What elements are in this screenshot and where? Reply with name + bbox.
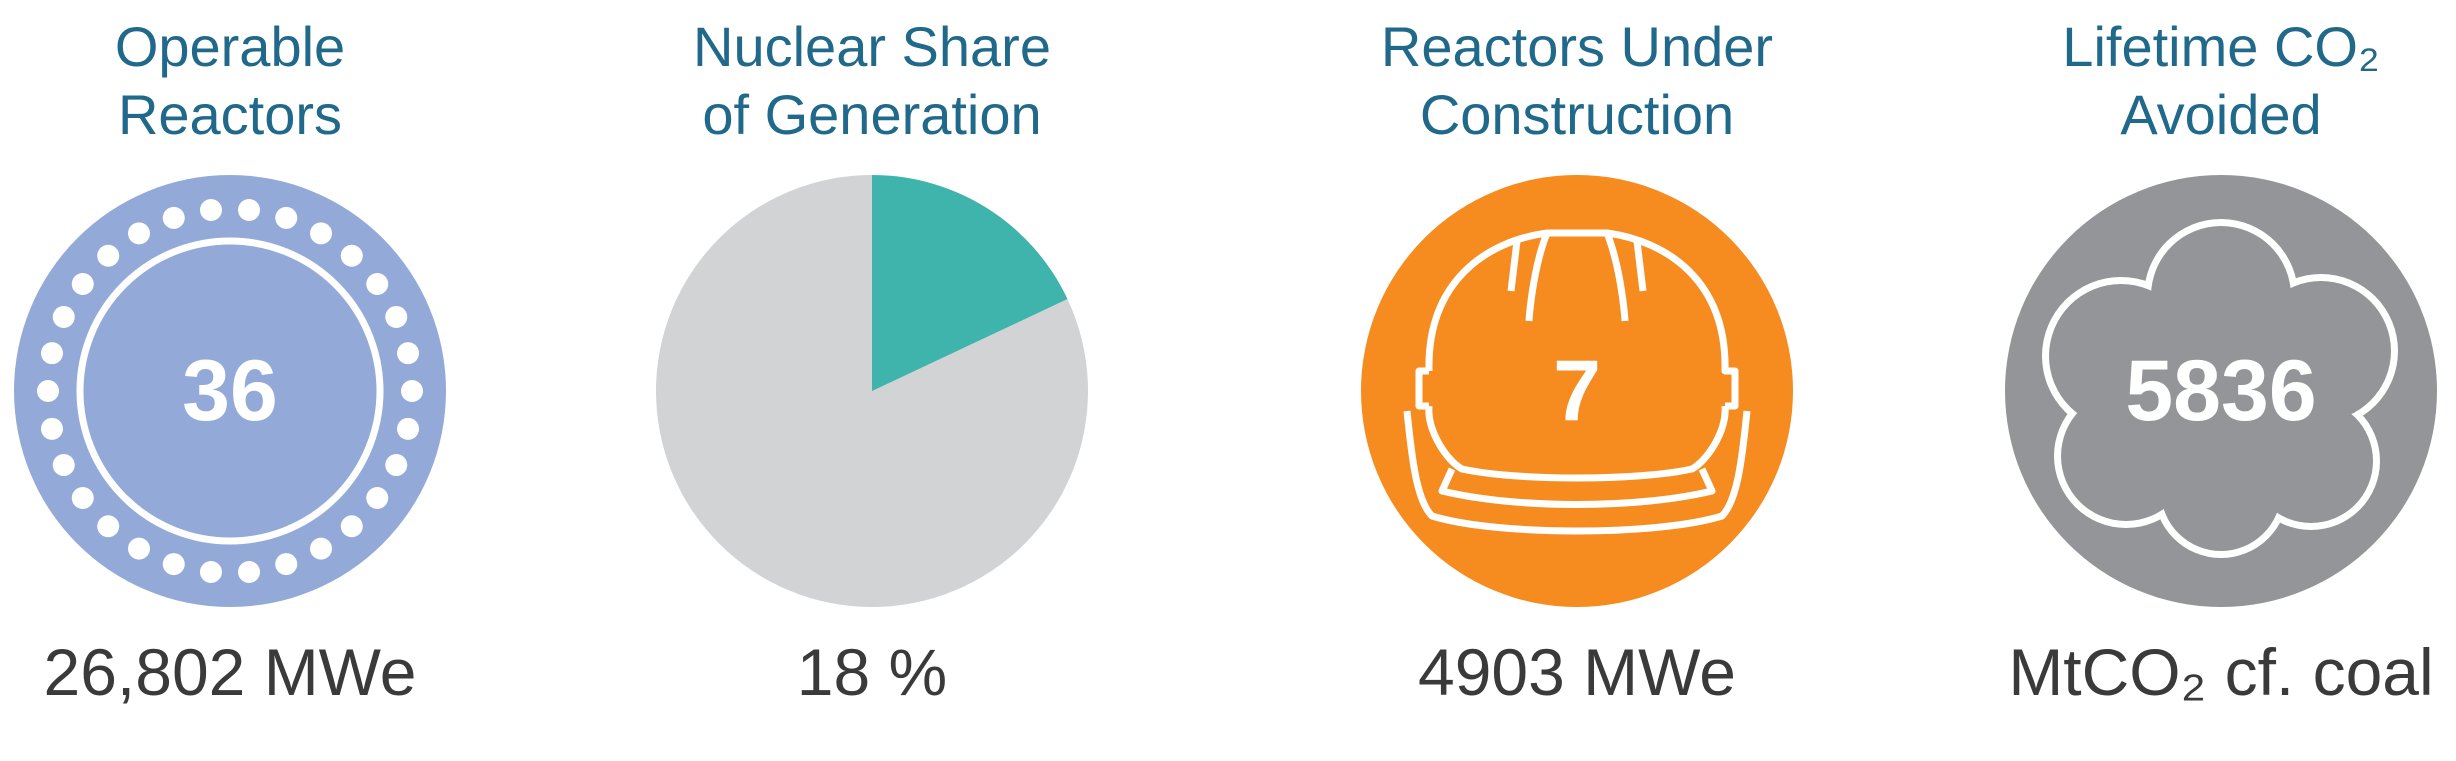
decor-dot	[340, 515, 363, 538]
panel-title: Lifetime CO₂	[2062, 15, 2379, 78]
decor-dot	[40, 417, 63, 440]
decor-dot	[199, 198, 222, 221]
decor-dot	[401, 380, 423, 402]
decor-dot	[162, 553, 185, 576]
cloud-fill	[2111, 281, 2331, 501]
decor-dot	[366, 486, 389, 509]
panel-footer: MtCO₂ cf. coal	[2008, 635, 2433, 709]
panel-footer: 4903 MWe	[1418, 635, 1736, 709]
count-value: 36	[182, 343, 278, 439]
decor-dot	[97, 244, 120, 267]
panel-title: Operable	[115, 15, 345, 78]
panel-title: Nuclear Share	[693, 15, 1051, 78]
decor-dot	[238, 561, 261, 584]
count-value: 5836	[2125, 343, 2316, 439]
decor-dot	[52, 454, 75, 477]
hat-dome-left	[1415, 367, 1429, 410]
decor-dot	[397, 417, 420, 440]
decor-dot	[128, 222, 150, 245]
decor-dot	[71, 273, 94, 296]
inner-ring	[76, 237, 384, 545]
decor-dot	[366, 273, 389, 296]
count-value: 7	[1553, 343, 1601, 439]
hard-hat-icon	[1403, 229, 1751, 535]
pie-slice	[872, 175, 1068, 391]
decor-dot	[40, 342, 63, 365]
panel-title: of Generation	[702, 83, 1041, 146]
decor-dot	[162, 206, 185, 229]
panel-footer: 18 %	[797, 635, 947, 709]
decor-dot	[385, 454, 408, 477]
panel-title: Reactors	[118, 83, 342, 146]
decor-dot	[199, 561, 222, 584]
decor-dot	[275, 553, 298, 576]
panel-title: Avoided	[2120, 83, 2321, 146]
decor-dot	[397, 342, 420, 365]
decor-dot	[310, 222, 332, 245]
hat-band	[1438, 467, 1716, 508]
decor-dot	[97, 515, 120, 538]
decor-dot	[310, 537, 332, 560]
panel-title: Reactors Under	[1381, 15, 1773, 78]
panel-title: Construction	[1420, 83, 1734, 146]
decor-dot	[52, 305, 75, 328]
decor-dot	[385, 305, 408, 328]
decor-dot	[128, 537, 150, 560]
decor-dot	[71, 486, 94, 509]
hat-ridge	[1507, 231, 1647, 322]
decor-dot	[238, 198, 261, 221]
panel-footer: 26,802 MWe	[44, 635, 417, 709]
hat-brim	[1403, 405, 1751, 535]
decor-dot	[275, 206, 298, 229]
decor-dot	[37, 380, 59, 402]
decor-dot	[340, 244, 363, 267]
